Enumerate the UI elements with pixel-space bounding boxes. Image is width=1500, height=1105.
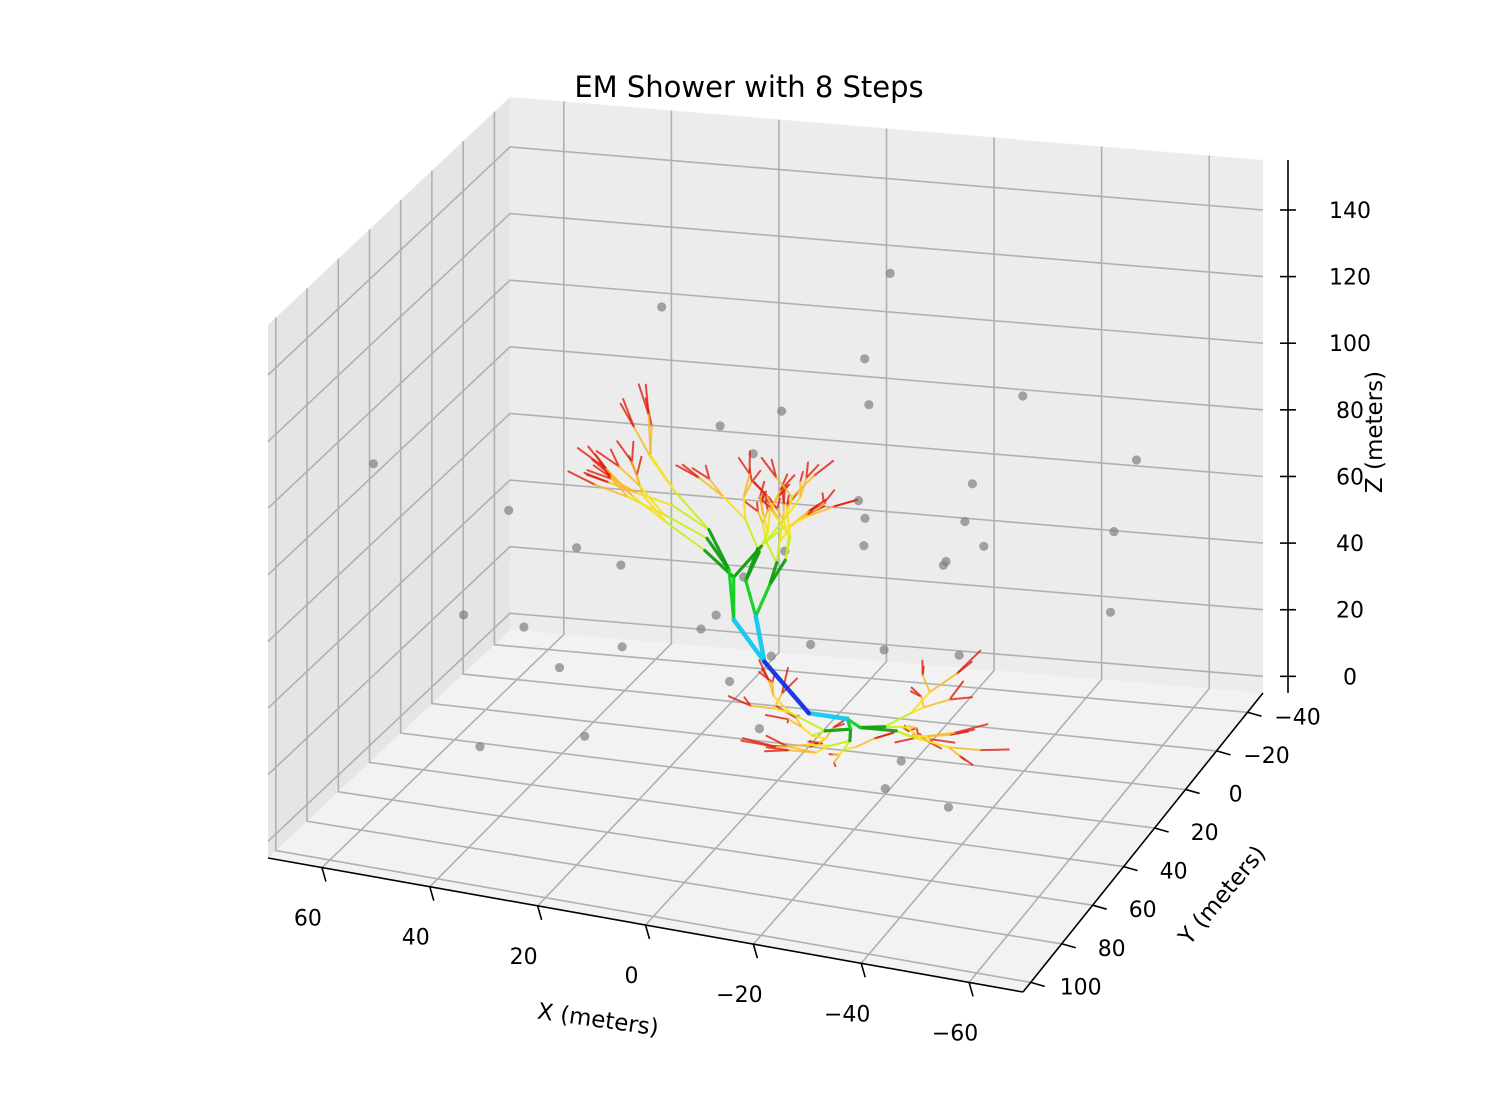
x-tick-label: −20: [716, 983, 762, 1008]
background-point: [886, 269, 895, 278]
background-point: [616, 561, 625, 570]
x-tick-mark: [646, 925, 650, 939]
z-tick-label: 0: [1343, 665, 1357, 690]
y-tick-label: 40: [1160, 860, 1188, 885]
shower-track-gen-4: [825, 729, 850, 731]
shower-track-gen-8: [783, 492, 784, 504]
background-point: [712, 611, 721, 620]
x-tick-label: 0: [625, 964, 639, 989]
y-tick-label: −40: [1274, 705, 1320, 730]
x-tick-label: 20: [510, 945, 538, 970]
background-point: [897, 756, 906, 765]
z-tick-label: 140: [1329, 199, 1371, 224]
y-tick-mark: [1248, 712, 1262, 716]
background-point: [555, 663, 564, 672]
x-axis-label: X (meters): [536, 999, 661, 1042]
y-tick-label: 80: [1098, 937, 1126, 962]
background-point: [1109, 527, 1118, 536]
z-tick-label: 100: [1329, 332, 1371, 357]
background-point: [580, 732, 589, 741]
background-point: [955, 651, 964, 660]
shower-track-gen-7: [650, 426, 651, 455]
y-tick-mark: [1217, 751, 1231, 755]
x-tick-label: 40: [402, 926, 430, 951]
background-point: [519, 622, 528, 631]
x-tick-mark: [969, 982, 973, 996]
background-point: [881, 784, 890, 793]
background-point: [657, 302, 666, 311]
background-point: [1018, 391, 1027, 400]
x-tick-mark: [430, 887, 434, 901]
y-tick-mark: [1124, 867, 1138, 871]
background-point: [459, 610, 468, 619]
background-point: [755, 724, 764, 733]
chart-title: EM Shower with 8 Steps: [574, 70, 923, 104]
y-tick-label: 20: [1191, 821, 1219, 846]
background-point: [968, 479, 977, 488]
background-point: [960, 517, 969, 526]
z-tick-label: 60: [1336, 466, 1364, 491]
z-axis-label: Z (meters): [1362, 371, 1388, 493]
x-tick-mark: [861, 963, 865, 977]
background-point: [859, 541, 868, 550]
background-point: [767, 652, 776, 661]
background-point: [860, 514, 869, 523]
background-point: [696, 624, 705, 633]
background-point: [944, 803, 953, 812]
x-tick-label: −40: [824, 1002, 870, 1027]
background-point: [475, 742, 484, 751]
z-tick-label: 80: [1336, 399, 1364, 424]
y-tick-mark: [1186, 789, 1200, 793]
y-tick-label: 0: [1229, 783, 1243, 808]
y-tick-label: 100: [1060, 975, 1102, 1000]
shower-track-gen-5: [885, 727, 906, 728]
x-tick-label: 60: [294, 907, 322, 932]
background-point: [504, 506, 513, 515]
y-tick-mark: [1155, 828, 1169, 832]
z-tick-label: 20: [1336, 599, 1364, 624]
background-point: [725, 677, 734, 686]
background-point: [1132, 455, 1141, 464]
x-tick-label: −60: [932, 1021, 978, 1046]
shower-track-gen-6: [807, 745, 830, 746]
z-tick-label: 40: [1336, 532, 1364, 557]
background-point: [864, 400, 873, 409]
background-point: [941, 557, 950, 566]
y-axis-label: Y (meters): [1173, 841, 1271, 951]
background-point: [1106, 608, 1115, 617]
y-tick-label: −20: [1243, 744, 1289, 769]
axis-panes: [268, 97, 1263, 992]
shower-track-gen-4: [850, 729, 851, 741]
background-point: [369, 459, 378, 468]
shower-track-gen-7: [772, 682, 773, 696]
background-point: [806, 640, 815, 649]
shower-track-gen-8: [632, 442, 633, 462]
background-point: [880, 645, 889, 654]
background-point: [777, 407, 786, 416]
background-point: [860, 354, 869, 363]
background-point: [618, 642, 627, 651]
shower-track-gen-8: [765, 750, 789, 751]
background-point: [716, 421, 725, 430]
y-tick-mark: [1031, 982, 1045, 986]
y-tick-label: 60: [1129, 898, 1157, 923]
shower-track-gen-8: [980, 750, 1009, 751]
background-point: [979, 542, 988, 551]
z-tick-label: 120: [1329, 266, 1371, 291]
x-tick-mark: [538, 906, 542, 920]
shower-track-gen-8: [823, 493, 824, 503]
x-tick-mark: [322, 868, 326, 882]
y-tick-mark: [1093, 905, 1107, 909]
y-tick-mark: [1062, 944, 1076, 948]
background-point: [572, 543, 581, 552]
x-tick-mark: [753, 944, 757, 958]
